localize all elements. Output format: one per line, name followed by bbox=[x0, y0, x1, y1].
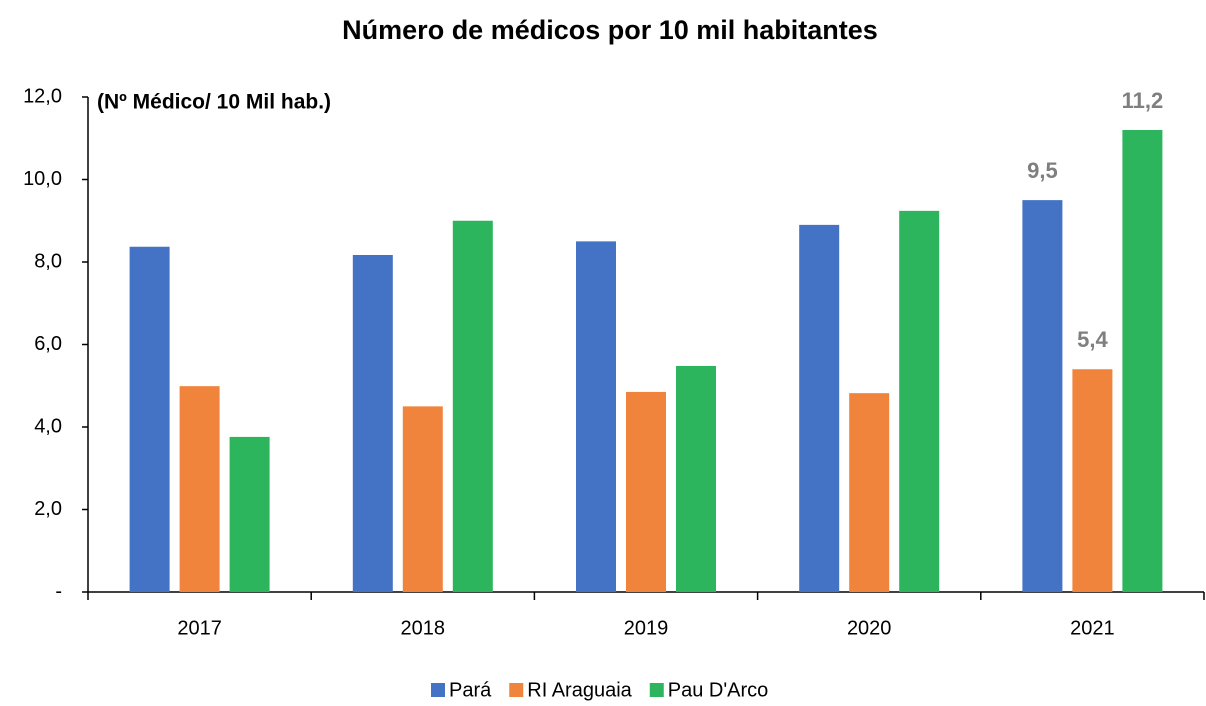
bar bbox=[452, 220, 493, 592]
bar bbox=[129, 246, 170, 593]
y-tick-label: 2,0 bbox=[34, 498, 62, 520]
legend-swatch bbox=[431, 683, 445, 697]
x-tick-label: 2021 bbox=[1070, 617, 1115, 639]
bar bbox=[229, 436, 270, 592]
y-tick-label: 12,0 bbox=[23, 85, 62, 107]
bar bbox=[402, 406, 443, 592]
bar bbox=[352, 254, 393, 593]
bar bbox=[576, 241, 616, 592]
bar bbox=[849, 393, 890, 592]
bar bbox=[179, 386, 220, 592]
y-tick-label: 6,0 bbox=[34, 333, 62, 355]
bar bbox=[1022, 200, 1063, 592]
y-tick-label: 8,0 bbox=[34, 250, 62, 272]
y-axis-label: (Nº Médico/ 10 Mil hab.) bbox=[97, 91, 331, 114]
chart-title: Número de médicos por 10 mil habitantes bbox=[342, 15, 878, 45]
legend-label: Pau D'Arco bbox=[668, 679, 769, 701]
y-tick-label: 4,0 bbox=[34, 415, 62, 437]
legend-swatch bbox=[649, 683, 664, 697]
x-tick-label: 2020 bbox=[847, 617, 892, 639]
bar bbox=[676, 365, 716, 592]
x-tick-label: 2019 bbox=[624, 617, 669, 639]
legend-label: RI Araguaia bbox=[527, 679, 632, 701]
x-tick-label: 2018 bbox=[401, 617, 446, 639]
data-label: 9,5 bbox=[1027, 158, 1058, 183]
bar bbox=[799, 224, 840, 592]
bar bbox=[1072, 369, 1113, 592]
legend-label: Pará bbox=[449, 679, 492, 701]
y-tick-label: - bbox=[55, 580, 62, 602]
y-tick-label: 10,0 bbox=[23, 168, 62, 190]
bar bbox=[626, 391, 666, 592]
x-tick-label: 2017 bbox=[177, 617, 222, 639]
bar bbox=[1122, 130, 1163, 592]
data-label: 11,2 bbox=[1122, 88, 1164, 113]
data-label: 5,4 bbox=[1077, 327, 1108, 352]
bar bbox=[899, 210, 940, 592]
legend-swatch bbox=[509, 683, 524, 697]
